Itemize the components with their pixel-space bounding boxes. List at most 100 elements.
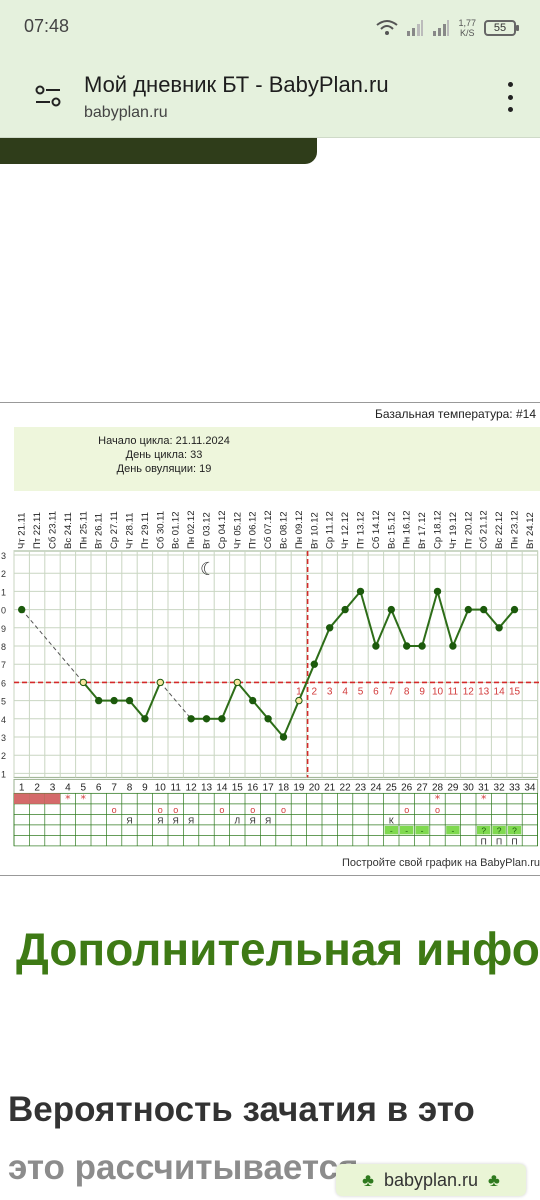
- period-cell: [14, 793, 30, 804]
- row3-marker: Я: [188, 815, 194, 825]
- date-label: Вс 01.12: [171, 512, 182, 550]
- y-tick-label: 2: [1, 751, 6, 761]
- row4-marker: ?: [481, 825, 486, 835]
- day-number: 3: [50, 782, 56, 793]
- page-title[interactable]: Мой дневник БТ - BabyPlan.ru: [84, 72, 389, 97]
- net-speed-unit: K/S: [459, 28, 475, 38]
- day-number: 25: [386, 782, 398, 793]
- star-marker: *: [435, 792, 441, 805]
- chart-footer[interactable]: Постройте свой график на BabyPlan.ru: [341, 857, 540, 869]
- date-label: Вс 15.12: [386, 512, 397, 550]
- more-menu-icon[interactable]: [504, 82, 516, 112]
- clover-icon-right: ♣: [488, 1170, 500, 1190]
- date-label: Пн 02.12: [186, 511, 197, 550]
- date-label: Сб 14.12: [371, 510, 382, 549]
- temp-point: [387, 605, 395, 614]
- page-url[interactable]: babyplan.ru: [84, 104, 168, 121]
- temp-segment: [374, 609, 393, 647]
- browser-bar: Мой дневник БТ - BabyPlan.ru babyplan.ru: [0, 56, 540, 138]
- date-label: Чт 19.12: [448, 512, 459, 549]
- temp-segment: [282, 700, 300, 738]
- temp-segment: [267, 718, 285, 738]
- row4-cell: [415, 825, 429, 835]
- row5-marker: П: [496, 836, 502, 846]
- date-label: Вт 26.11: [94, 513, 105, 549]
- clover-icon: ♣: [362, 1170, 374, 1190]
- row4-cell: [446, 825, 460, 835]
- row5-marker: П: [511, 836, 517, 846]
- moon-icon: ☾: [200, 559, 216, 580]
- temp-point: [510, 605, 519, 614]
- site-badge[interactable]: ♣ babyplan.ru ♣: [336, 1164, 526, 1196]
- date-label: Вт 03.12: [202, 512, 213, 549]
- y-tick-label: 0: [1, 606, 6, 616]
- star-marker: *: [81, 792, 87, 805]
- luteal-day-label: 12: [463, 686, 475, 697]
- date-label: Сб 30.11: [155, 511, 166, 549]
- day-number: 16: [247, 782, 259, 793]
- date-label: Чт 12.12: [340, 512, 351, 549]
- row3-marker: Я: [265, 815, 271, 825]
- temp-segment: [359, 591, 377, 647]
- temp-segment: [421, 591, 439, 647]
- day-number: 18: [278, 782, 290, 793]
- temp-segment: [328, 608, 346, 629]
- temp-point: [433, 587, 442, 596]
- date-label: Пт 13.12: [356, 511, 367, 549]
- luteal-day-label: 5: [358, 686, 364, 697]
- row3-marker: Л: [235, 815, 241, 825]
- status-bar: 07:48 1,77 K/S 55: [0, 0, 540, 56]
- row4-marker: ?: [497, 825, 502, 835]
- gap-connector: [159, 682, 192, 720]
- row2-marker: о: [112, 805, 117, 815]
- date-label: Сб 23.11: [48, 511, 59, 549]
- day-number: 33: [509, 782, 521, 793]
- date-label: Ср 18.12: [433, 510, 444, 549]
- day-number: 7: [111, 782, 117, 793]
- day-number: 22: [340, 782, 352, 793]
- temp-point: [326, 624, 334, 632]
- row3-marker: Я: [173, 815, 179, 825]
- date-label: Вт 10.12: [309, 512, 320, 549]
- day-number: 21: [324, 782, 336, 793]
- temp-segment: [436, 591, 454, 647]
- day-number: 31: [478, 782, 490, 793]
- y-tick-label: 4: [1, 715, 6, 725]
- luteal-day-label: 1: [296, 686, 302, 697]
- y-tick-label: 6: [1, 678, 6, 688]
- site-settings-icon[interactable]: [34, 82, 62, 110]
- day-number: 4: [65, 782, 71, 793]
- row2-marker: о: [173, 805, 178, 815]
- signal-icon-2: [433, 20, 450, 36]
- date-label: Чт 28.11: [125, 513, 136, 549]
- day-number: 30: [463, 782, 475, 793]
- temp-segment: [236, 681, 254, 702]
- date-label: Ср 04.12: [217, 510, 228, 549]
- temp-point: [295, 696, 303, 705]
- day-number: 17: [263, 782, 275, 793]
- temp-point: [495, 624, 503, 632]
- site-badge-text: babyplan.ru: [383, 1169, 479, 1190]
- row4-marker: -: [390, 825, 393, 835]
- temp-point: [310, 660, 318, 668]
- temp-point: [264, 715, 272, 723]
- temp-point: [279, 733, 288, 741]
- day-number: 19: [293, 782, 305, 793]
- date-label: Пт 22.11: [32, 512, 43, 549]
- temp-segment: [451, 609, 470, 647]
- day-number: 11: [171, 782, 182, 793]
- status-icons: 1,77 K/S 55: [376, 14, 519, 42]
- date-label: Пт 06.12: [248, 511, 259, 549]
- temp-point: [218, 715, 226, 723]
- temp-segment: [482, 608, 500, 629]
- temp-point: [156, 678, 165, 687]
- y-tick-label: 3: [1, 551, 6, 561]
- temp-point: [249, 696, 257, 705]
- date-label: Сб 21.12: [479, 510, 490, 549]
- luteal-day-label: 15: [509, 686, 521, 697]
- extra-info-heading: Дополнительная инфо: [16, 923, 540, 975]
- wifi-icon: [376, 20, 399, 35]
- luteal-day-label: 14: [494, 686, 506, 697]
- temp-point: [372, 642, 380, 650]
